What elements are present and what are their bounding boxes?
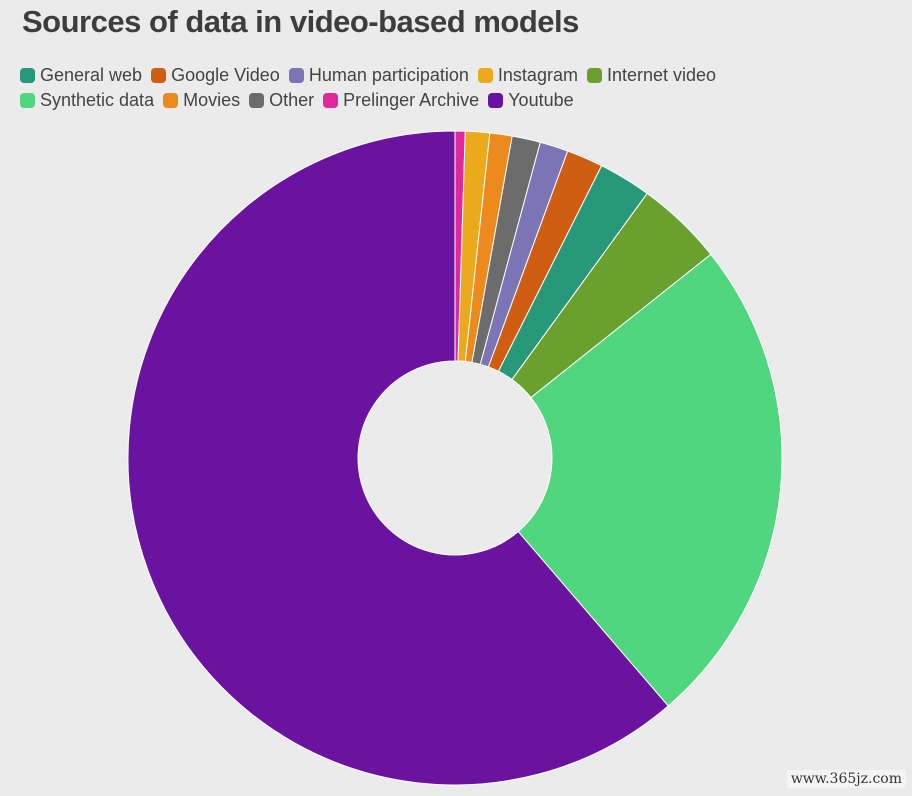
legend-item-instagram[interactable]: Instagram xyxy=(477,65,578,86)
legend-label-synthetic-data: Synthetic data xyxy=(40,90,155,110)
legend-label-prelinger-archive: Prelinger Archive xyxy=(343,90,480,110)
chart-legend: General web Google Video Human participa… xyxy=(20,63,880,113)
legend-row-2: Synthetic data Movies Other Prelinger Ar… xyxy=(20,88,880,113)
legend-item-prelinger-archive[interactable]: Prelinger Archive xyxy=(323,90,479,111)
legend-label-instagram: Instagram xyxy=(497,65,578,85)
legend-row-1: General web Google Video Human participa… xyxy=(20,63,880,88)
legend-item-synthetic-data[interactable]: Synthetic data xyxy=(20,90,154,111)
legend-label-human-participation: Human participation xyxy=(308,65,469,85)
legend-item-general-web[interactable]: General web xyxy=(20,65,142,86)
legend-item-other[interactable]: Other xyxy=(249,90,314,111)
legend-swatch-internet-video xyxy=(586,68,602,83)
legend-swatch-general-web xyxy=(20,68,35,83)
slice-synthetic-data[interactable] xyxy=(517,253,783,707)
legend-item-internet-video[interactable]: Internet video xyxy=(586,65,717,86)
chart-title: Sources of data in video-based models xyxy=(22,4,579,39)
watermark: www.365jz.com xyxy=(786,770,906,788)
legend-label-youtube: Youtube xyxy=(508,90,574,110)
slice-youtube[interactable] xyxy=(127,130,669,786)
legend-item-human-participation[interactable]: Human participation xyxy=(288,65,469,86)
legend-item-youtube[interactable]: Youtube xyxy=(488,90,574,111)
legend-label-google-video: Google Video xyxy=(171,65,280,85)
legend-label-other: Other xyxy=(269,90,315,110)
legend-label-movies: Movies xyxy=(183,90,241,110)
legend-swatch-youtube xyxy=(488,93,504,108)
legend-swatch-other xyxy=(249,93,265,108)
legend-swatch-human-participation xyxy=(288,68,304,83)
legend-label-internet-video: Internet video xyxy=(606,65,717,85)
legend-swatch-movies xyxy=(163,93,179,108)
legend-swatch-synthetic-data xyxy=(20,93,35,108)
legend-item-google-video[interactable]: Google Video xyxy=(151,65,280,86)
legend-item-movies[interactable]: Movies xyxy=(163,90,240,111)
legend-swatch-prelinger-archive xyxy=(323,93,339,108)
legend-label-general-web: General web xyxy=(40,65,143,85)
legend-swatch-google-video xyxy=(151,68,167,83)
legend-swatch-instagram xyxy=(477,68,493,83)
